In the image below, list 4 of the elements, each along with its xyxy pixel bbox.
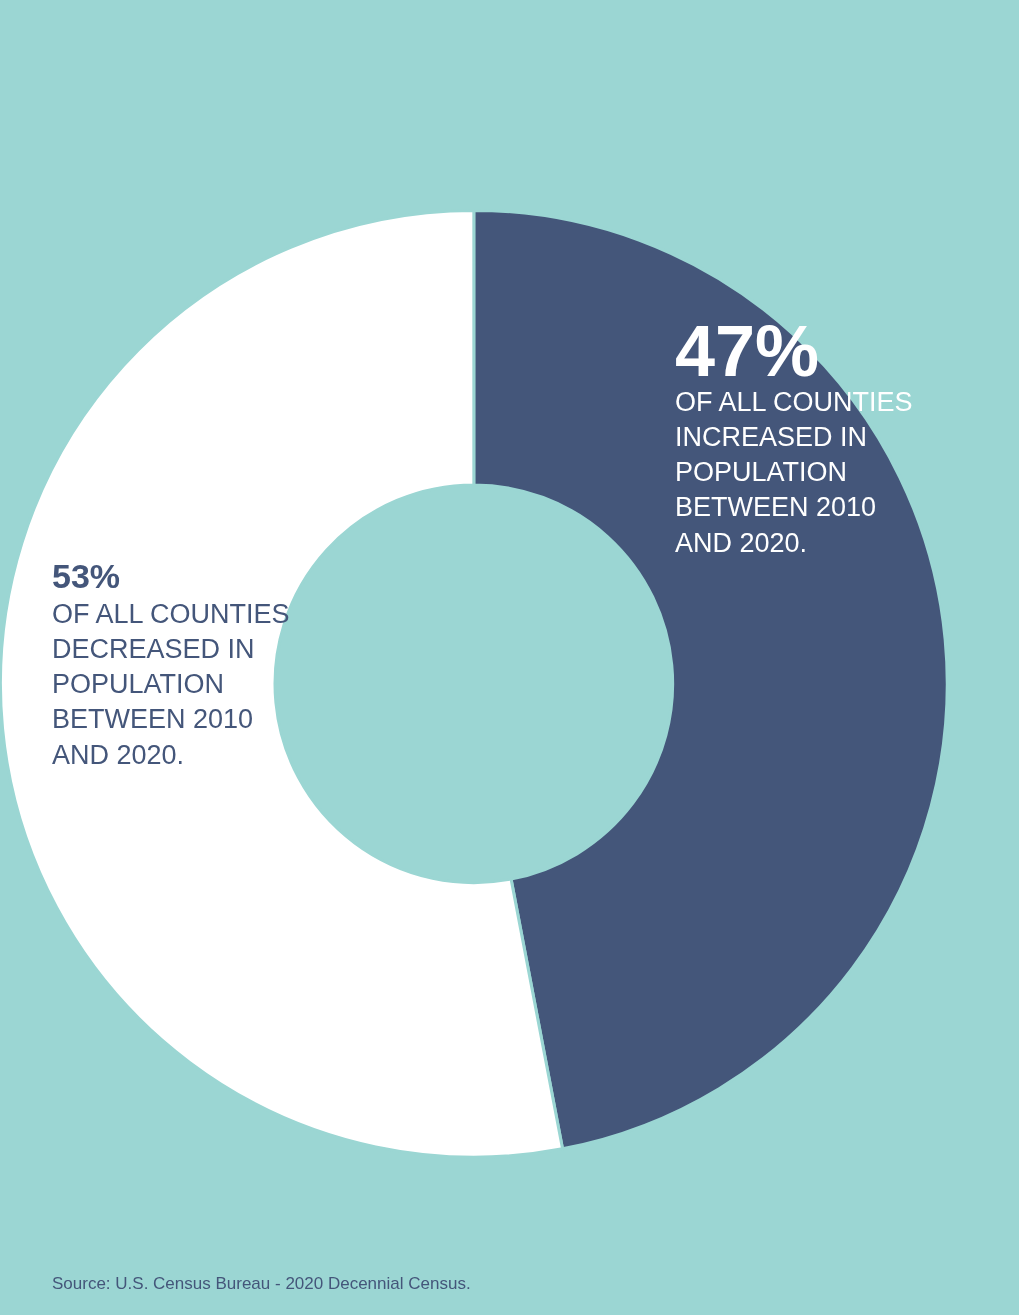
data-label: 47% — [675, 311, 820, 391]
slice-label: OF ALL COUNTIES DECREASED IN POPULATION BETWEEN 2010 AND 2020. — [52, 599, 290, 770]
data-label: 53% — [52, 557, 121, 595]
source-note: Source: U.S. Census Bureau - 2020 Decennial Census. — [52, 1274, 471, 1293]
